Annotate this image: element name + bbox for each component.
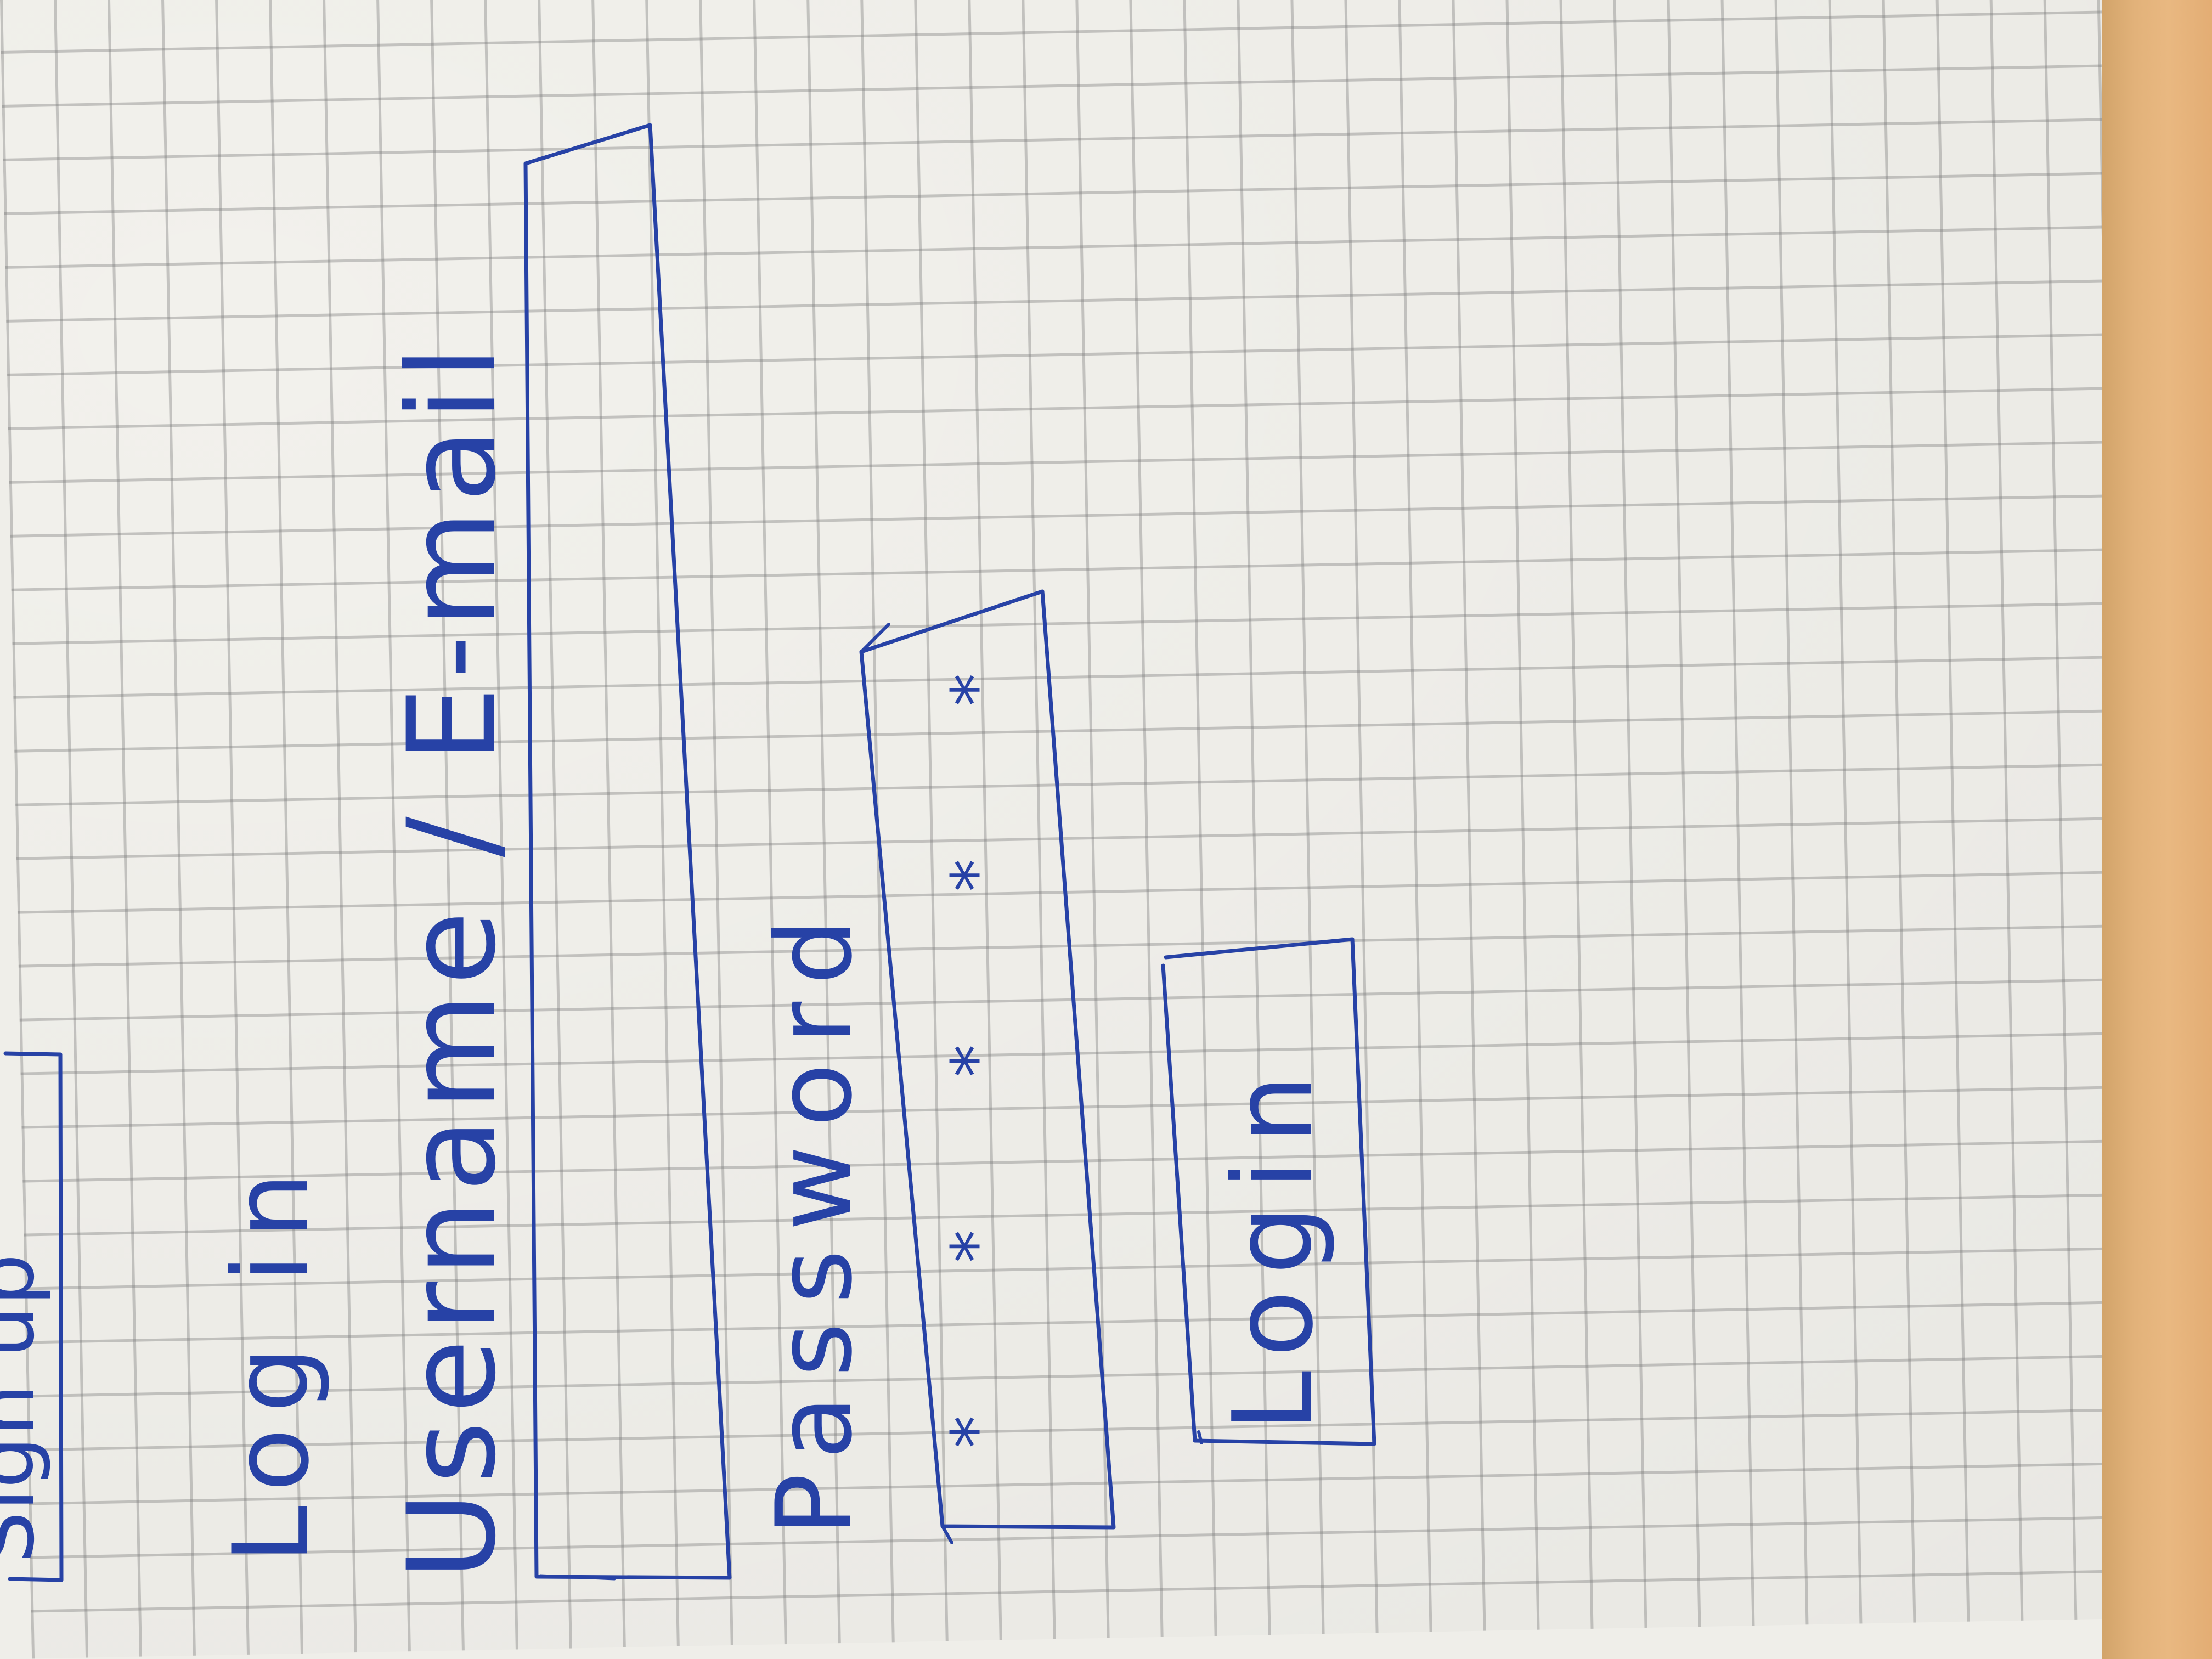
login-button-sketch[interactable]: Login <box>1161 937 1376 1446</box>
wooden-desk <box>2102 0 2212 1659</box>
password-input-sketch[interactable] <box>859 589 1116 1530</box>
username-label: Username / E-mail <box>382 338 522 1580</box>
username-input-sketch[interactable] <box>523 123 732 1580</box>
signup-button-sketch[interactable]: Sign up <box>0 1051 64 1582</box>
password-mask: * * * * * <box>938 607 1014 1448</box>
login-heading: Log in <box>211 1157 332 1564</box>
login-button-label: Login <box>1210 1059 1338 1432</box>
password-label: Password <box>754 900 875 1536</box>
signup-button-label: Sign up <box>0 1254 53 1564</box>
